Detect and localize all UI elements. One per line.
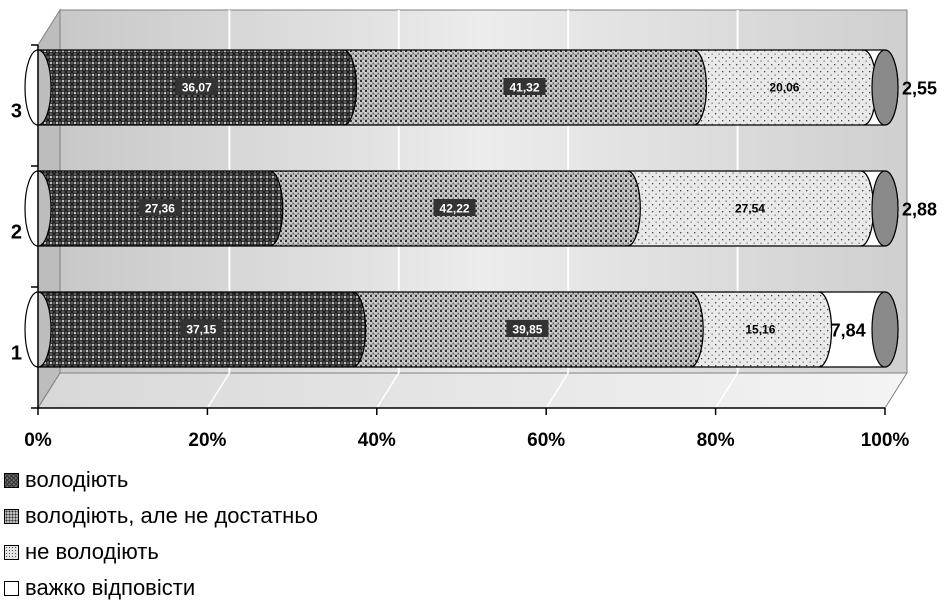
data-label: 27,54: [735, 202, 765, 216]
floor-gridline: [545, 372, 569, 409]
data-label-box: [175, 78, 218, 95]
data-label: 7,84: [831, 321, 866, 341]
data-label: 27,36: [145, 202, 175, 216]
floor-gridline: [714, 372, 739, 409]
legend: володіють володіють, але не достатньо не в…: [4, 462, 318, 606]
x-tick-label: 20%: [188, 430, 226, 451]
data-label: 41,32: [509, 81, 539, 95]
bar-row-1: 37,15 39,85 15,16 7,84: [24, 291, 899, 368]
legend-label: володіють: [25, 467, 129, 492]
bar-end-cap: [871, 170, 899, 247]
category-label: 1: [11, 343, 22, 365]
data-label: 15,16: [745, 323, 775, 337]
bar-start-edge: [24, 291, 39, 368]
bar-row-3: 36,07 41,32 20,06 2,55: [24, 49, 937, 126]
floor: [37, 372, 908, 409]
x-tick-label: 60%: [527, 430, 565, 451]
data-label-box: [506, 320, 549, 337]
bar-end-cap: [871, 49, 899, 126]
legend-label: важко відповісти: [25, 575, 196, 600]
data-label-box: [503, 78, 546, 95]
data-label-box: [180, 320, 223, 337]
bar-start-edge: [24, 49, 39, 126]
x-tick-label: 80%: [697, 430, 735, 451]
bar-end-cap: [871, 291, 899, 368]
bars-group: 37,15 39,85 15,16 7,84 27,36 42,22 27,54 2,88 36…: [24, 49, 937, 368]
legend-item: не володіють: [4, 534, 318, 570]
legend-swatch: [4, 544, 19, 560]
data-label-box: [138, 199, 181, 216]
x-tick-label: 40%: [358, 430, 396, 451]
data-label: 2,88: [902, 200, 937, 220]
floor-gridline: [206, 372, 231, 409]
legend-item: важко відповісти: [4, 570, 318, 606]
data-label: 42,22: [440, 202, 470, 216]
floor-gridline: [376, 372, 400, 409]
stacked-bar-chart: 0% 20% 40% 60% 80% 100% 37,15 39,85 15,16 7,84 27,…: [11, 8, 937, 451]
bar-start-edge: [24, 170, 39, 247]
data-label: 20,06: [769, 81, 799, 95]
x-tick-label: 100%: [861, 430, 910, 451]
data-label: 36,07: [182, 81, 212, 95]
legend-swatch: [4, 472, 19, 488]
data-label-box: [433, 199, 476, 216]
category-label: 2: [11, 222, 22, 244]
legend-item: володіють, але не достатньо: [4, 498, 318, 534]
category-label: 3: [11, 101, 22, 123]
data-label: 2,55: [902, 79, 937, 99]
bar-row-2: 27,36 42,22 27,54 2,88: [24, 170, 937, 247]
data-label: 39,85: [512, 323, 542, 337]
legend-swatch: [4, 508, 19, 524]
x-tick-label: 0%: [24, 430, 52, 451]
data-label: 37,15: [186, 323, 216, 337]
legend-item: володіють: [4, 462, 318, 498]
legend-swatch: [4, 580, 19, 596]
legend-label: володіють, але не достатньо: [25, 503, 319, 528]
legend-label: не володіють: [25, 539, 159, 564]
